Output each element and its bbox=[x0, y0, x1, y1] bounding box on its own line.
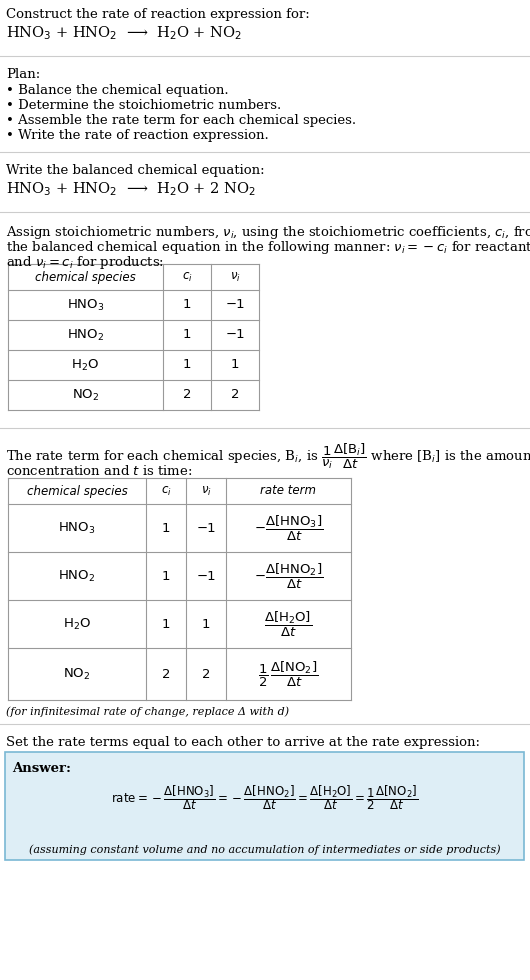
Text: 2: 2 bbox=[162, 667, 170, 680]
Text: Plan:: Plan: bbox=[6, 68, 40, 81]
Text: −1: −1 bbox=[225, 328, 245, 341]
Text: 1: 1 bbox=[231, 359, 239, 371]
Text: $-\dfrac{\Delta[\mathrm{HNO_3}]}{\Delta t}$: $-\dfrac{\Delta[\mathrm{HNO_3}]}{\Delta … bbox=[254, 514, 323, 543]
Text: 1: 1 bbox=[183, 359, 191, 371]
Text: (assuming constant volume and no accumulation of intermediates or side products): (assuming constant volume and no accumul… bbox=[29, 844, 501, 855]
Text: • Write the rate of reaction expression.: • Write the rate of reaction expression. bbox=[6, 129, 269, 142]
Text: 2: 2 bbox=[202, 667, 210, 680]
Text: $\nu_i$: $\nu_i$ bbox=[200, 484, 211, 498]
Text: $\mathrm{rate} = -\dfrac{\Delta[\mathrm{HNO_3}]}{\Delta t} = -\dfrac{\Delta[\mat: $\mathrm{rate} = -\dfrac{\Delta[\mathrm{… bbox=[111, 784, 419, 812]
Text: HNO$_2$: HNO$_2$ bbox=[58, 568, 96, 583]
Text: 1: 1 bbox=[162, 617, 170, 630]
Text: −1: −1 bbox=[196, 569, 216, 582]
Text: The rate term for each chemical species, B$_i$, is $\dfrac{1}{\nu_i}\dfrac{\Delt: The rate term for each chemical species,… bbox=[6, 442, 530, 471]
Text: Construct the rate of reaction expression for:: Construct the rate of reaction expressio… bbox=[6, 8, 310, 21]
Text: 1: 1 bbox=[183, 328, 191, 341]
FancyBboxPatch shape bbox=[5, 752, 524, 860]
Text: 2: 2 bbox=[231, 388, 239, 402]
Text: Answer:: Answer: bbox=[12, 762, 71, 775]
Text: rate term: rate term bbox=[261, 484, 316, 498]
Text: the balanced chemical equation in the following manner: $\nu_i = -c_i$ for react: the balanced chemical equation in the fo… bbox=[6, 239, 530, 256]
Text: HNO$_3$ + HNO$_2$  ⟶  H$_2$O + 2 NO$_2$: HNO$_3$ + HNO$_2$ ⟶ H$_2$O + 2 NO$_2$ bbox=[6, 180, 256, 198]
Text: −1: −1 bbox=[196, 521, 216, 534]
Text: • Determine the stoichiometric numbers.: • Determine the stoichiometric numbers. bbox=[6, 99, 281, 112]
Text: chemical species: chemical species bbox=[35, 270, 136, 283]
Text: $\dfrac{1}{2}\,\dfrac{\Delta[\mathrm{NO_2}]}{\Delta t}$: $\dfrac{1}{2}\,\dfrac{\Delta[\mathrm{NO_… bbox=[258, 660, 319, 689]
Text: 1: 1 bbox=[183, 299, 191, 312]
Text: $-\dfrac{\Delta[\mathrm{HNO_2}]}{\Delta t}$: $-\dfrac{\Delta[\mathrm{HNO_2}]}{\Delta … bbox=[254, 562, 323, 591]
Text: 1: 1 bbox=[202, 617, 210, 630]
Text: 1: 1 bbox=[162, 521, 170, 534]
Text: 2: 2 bbox=[183, 388, 191, 402]
Text: Set the rate terms equal to each other to arrive at the rate expression:: Set the rate terms equal to each other t… bbox=[6, 736, 480, 749]
Text: and $\nu_i = c_i$ for products:: and $\nu_i = c_i$ for products: bbox=[6, 254, 164, 271]
Text: concentration and $t$ is time:: concentration and $t$ is time: bbox=[6, 464, 192, 478]
Text: HNO$_3$: HNO$_3$ bbox=[67, 298, 104, 313]
Text: $\dfrac{\Delta[\mathrm{H_2O}]}{\Delta t}$: $\dfrac{\Delta[\mathrm{H_2O}]}{\Delta t}… bbox=[264, 610, 313, 639]
Text: H$_2$O: H$_2$O bbox=[72, 358, 100, 372]
Text: $c_i$: $c_i$ bbox=[161, 484, 171, 498]
Text: H$_2$O: H$_2$O bbox=[63, 616, 91, 631]
Text: Assign stoichiometric numbers, $\nu_i$, using the stoichiometric coefficients, $: Assign stoichiometric numbers, $\nu_i$, … bbox=[6, 224, 530, 241]
Text: • Balance the chemical equation.: • Balance the chemical equation. bbox=[6, 84, 228, 97]
Text: $\nu_i$: $\nu_i$ bbox=[229, 270, 241, 283]
Text: HNO$_3$: HNO$_3$ bbox=[58, 520, 96, 535]
Text: 1: 1 bbox=[162, 569, 170, 582]
Text: $c_i$: $c_i$ bbox=[182, 270, 192, 283]
Text: (for infinitesimal rate of change, replace Δ with d): (for infinitesimal rate of change, repla… bbox=[6, 706, 289, 716]
Text: NO$_2$: NO$_2$ bbox=[63, 666, 91, 681]
Text: NO$_2$: NO$_2$ bbox=[72, 387, 99, 403]
Text: −1: −1 bbox=[225, 299, 245, 312]
Text: Write the balanced chemical equation:: Write the balanced chemical equation: bbox=[6, 164, 264, 177]
Text: chemical species: chemical species bbox=[26, 484, 127, 498]
Text: HNO$_3$ + HNO$_2$  ⟶  H$_2$O + NO$_2$: HNO$_3$ + HNO$_2$ ⟶ H$_2$O + NO$_2$ bbox=[6, 24, 242, 42]
Text: • Assemble the rate term for each chemical species.: • Assemble the rate term for each chemic… bbox=[6, 114, 356, 127]
Text: HNO$_2$: HNO$_2$ bbox=[67, 327, 104, 343]
